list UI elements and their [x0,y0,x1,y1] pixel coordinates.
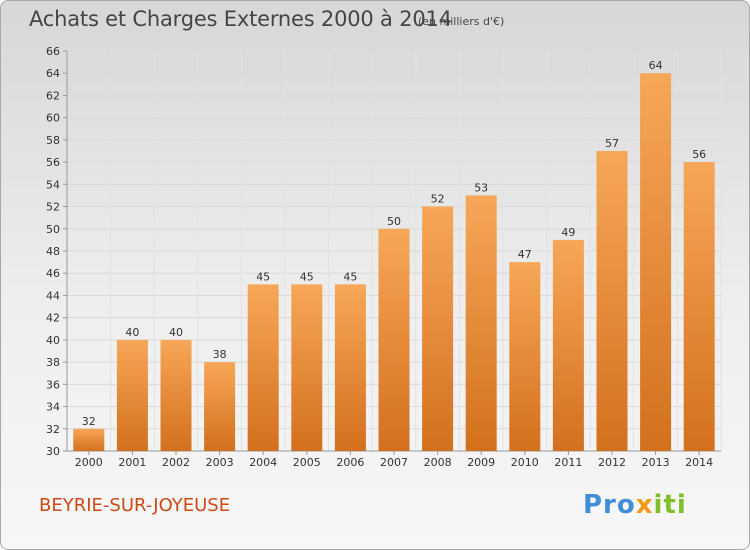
x-tick-label-2009: 2009 [467,456,495,469]
x-tick-label-2014: 2014 [685,456,713,469]
logo-part-1: Pro [583,490,636,520]
bar-2008 [422,206,454,451]
x-tick-label-2005: 2005 [293,456,321,469]
y-tick-label: 64 [46,67,60,80]
y-tick-label: 42 [46,312,60,325]
x-tick-label-2013: 2013 [642,456,670,469]
value-label-2009: 53 [474,181,488,194]
y-tick-label: 44 [46,289,60,302]
y-tick-label: 30 [46,445,60,458]
value-label-2005: 45 [300,270,314,283]
y-tick-label: 62 [46,89,60,102]
value-label-2012: 57 [605,137,619,150]
value-label-2007: 50 [387,215,401,228]
y-tick-label: 38 [46,356,60,369]
bar-2011 [552,239,584,451]
logo-part-3: iti [653,490,687,520]
y-tick-label: 52 [46,201,60,214]
value-label-2001: 40 [125,326,139,339]
x-tick-label-2002: 2002 [162,456,190,469]
x-tick-label-2003: 2003 [206,456,234,469]
logo-part-2: x [635,490,654,520]
x-tick-label-2006: 2006 [336,456,364,469]
x-tick-label-2008: 2008 [424,456,452,469]
y-tick-label: 48 [46,245,60,258]
chart-title: Achats et Charges Externes 2000 à 2014 [29,7,452,31]
x-tick-label-2001: 2001 [118,456,146,469]
value-label-2008: 52 [431,193,445,206]
bar-2012 [596,151,628,451]
bar-2004 [247,284,279,451]
bar-2010 [509,262,541,451]
value-label-2002: 40 [169,326,183,339]
x-tick-label-2012: 2012 [598,456,626,469]
bar-2001 [116,339,148,451]
y-tick-label: 58 [46,134,60,147]
bar-2007 [378,228,410,451]
y-tick-label: 56 [46,156,60,169]
y-tick-label: 54 [46,178,60,191]
value-label-2014: 56 [692,148,706,161]
x-tick-label-2004: 2004 [249,456,277,469]
value-label-2006: 45 [343,270,357,283]
value-label-2004: 45 [256,270,270,283]
y-tick-label: 50 [46,223,60,236]
bar-2003 [204,362,236,451]
value-label-2003: 38 [213,348,227,361]
x-tick-label-2007: 2007 [380,456,408,469]
y-tick-label: 46 [46,267,60,280]
y-tick-label: 60 [46,112,60,125]
x-tick-label-2011: 2011 [554,456,582,469]
x-tick-label-2000: 2000 [75,456,103,469]
x-tick-label-2010: 2010 [511,456,539,469]
proxiti-logo: Proxiti [583,490,687,520]
bar-2009 [465,195,497,451]
bar-2002 [160,339,192,451]
y-tick-label: 66 [46,45,60,58]
bar-2005 [291,284,323,451]
chart-unit: (en milliers d'€) [418,15,505,28]
value-label-2013: 64 [649,59,663,72]
value-label-2011: 49 [561,226,575,239]
bar-2013 [640,73,672,451]
bar-2006 [334,284,366,451]
place-name: BEYRIE-SUR-JOYEUSE [39,495,231,516]
y-tick-label: 32 [46,423,60,436]
y-tick-label: 36 [46,378,60,391]
y-tick-label: 40 [46,334,60,347]
y-tick-label: 34 [46,401,60,414]
bar-2000 [73,428,105,451]
value-label-2010: 47 [518,248,532,261]
value-label-2000: 32 [82,415,96,428]
bar-2014 [683,162,715,451]
